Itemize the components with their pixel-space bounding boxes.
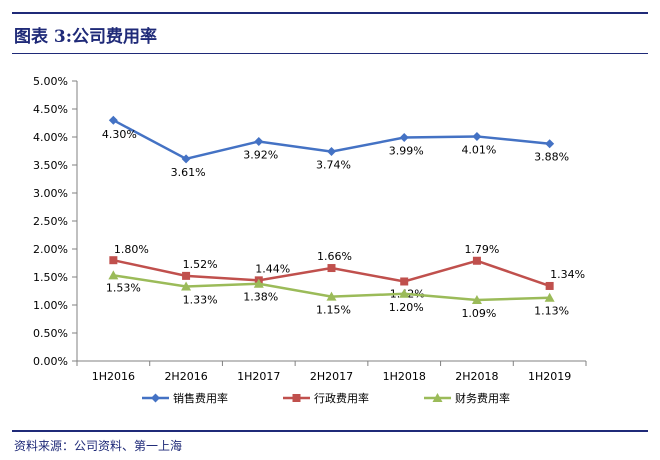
- source-note: 资料来源：公司资料、第一上海: [14, 439, 183, 453]
- data-point: [327, 147, 336, 157]
- data-label: 1.52%: [183, 258, 218, 271]
- data-point: [472, 256, 481, 265]
- data-label: 1.44%: [255, 262, 290, 275]
- data-point: [544, 292, 555, 302]
- bottom-rule: [12, 430, 648, 432]
- data-point: [181, 281, 192, 291]
- data-label: 3.99%: [389, 145, 424, 158]
- data-label: 1.09%: [461, 307, 496, 320]
- data-point: [400, 277, 409, 286]
- series-3: 1.53% 1.33% 1.38% 1.15% 1.20% 1.09% 1.13%: [106, 270, 569, 320]
- data-label: 1.79%: [464, 243, 499, 256]
- y-tick-label: 4.50%: [33, 103, 68, 116]
- y-tick-label: 3.00%: [33, 187, 68, 200]
- y-tick-label: 1.50%: [33, 271, 68, 284]
- data-point: [399, 133, 409, 143]
- data-label: 1.34%: [550, 268, 585, 281]
- legend-marker: [292, 394, 301, 402]
- y-tick-label: 0.00%: [33, 355, 68, 368]
- legend-label: 行政费用率: [314, 391, 369, 405]
- data-point: [181, 154, 191, 164]
- y-tick-label: 4.00%: [33, 131, 68, 144]
- data-point: [108, 115, 118, 125]
- y-tick-label: 0.50%: [33, 327, 68, 340]
- series-1: 4.30% 3.61% 3.92% 3.74% 3.99% 4.01% 3.88%: [102, 115, 569, 179]
- figure-title: 图表 3:公司费用率: [14, 27, 158, 47]
- data-label: 4.01%: [461, 143, 496, 156]
- legend-item-1: 销售费用率: [142, 391, 228, 405]
- top-rule: [12, 12, 648, 14]
- data-point: [399, 288, 410, 298]
- y-tick-label: 2.00%: [33, 243, 68, 256]
- legend-item-3: 财务费用率: [424, 391, 510, 405]
- data-point: [471, 294, 482, 304]
- legend-marker: [151, 393, 160, 403]
- chart-series: 4.30% 3.61% 3.92% 3.74% 3.99% 4.01% 3.88% 1.80%…: [102, 115, 585, 320]
- legend-marker: [432, 393, 443, 402]
- data-point: [472, 131, 482, 141]
- data-label: 3.92%: [243, 148, 278, 161]
- series-2: 1.80%1.52% 1.44%1.66%1.42%1.79%1.34%: [109, 243, 585, 300]
- data-label: 1.53%: [106, 281, 141, 294]
- data-label: 4.30%: [102, 128, 137, 141]
- legend-label: 销售费用率: [173, 391, 228, 405]
- chart-axes: 0.00% 0.50% 1.00% 1.50% 2.00% 2.50% 3.00% 3.50%…: [33, 75, 587, 383]
- data-label: 3.74%: [316, 159, 351, 172]
- y-tick-label: 1.00%: [33, 299, 68, 312]
- title-rule: [12, 53, 648, 54]
- data-label: 1.20%: [389, 301, 424, 314]
- x-tick-label: 1H2018: [383, 370, 426, 383]
- y-tick-label: 3.50%: [33, 159, 68, 172]
- data-point: [327, 264, 336, 273]
- data-point: [545, 281, 554, 290]
- data-point: [108, 270, 119, 280]
- data-point: [253, 278, 264, 288]
- data-label: 1.13%: [534, 305, 569, 318]
- x-tick-label: 2H2016: [164, 370, 207, 383]
- data-point: [109, 256, 118, 265]
- x-tick-label: 2H2018: [455, 370, 498, 383]
- x-tick-label: 1H2016: [92, 370, 135, 383]
- y-tick-label: 5.00%: [33, 75, 68, 88]
- legend-label: 财务费用率: [455, 391, 510, 405]
- chart-legend: 销售费用率 行政费用率 财务费用率: [142, 391, 510, 405]
- data-label: 1.33%: [183, 294, 218, 307]
- data-label: 1.15%: [316, 304, 351, 317]
- x-tick-label: 1H2019: [528, 370, 571, 383]
- y-tick-label: 2.50%: [33, 215, 68, 228]
- expense-ratio-chart: 0.00% 0.50% 1.00% 1.50% 2.00% 2.50% 3.00% 3.50%…: [33, 75, 587, 405]
- data-label: 3.88%: [534, 151, 569, 164]
- data-label: 1.66%: [317, 250, 352, 263]
- data-label: 3.61%: [171, 166, 206, 179]
- data-point: [545, 139, 555, 149]
- data-label: 1.80%: [114, 243, 149, 256]
- data-point: [182, 271, 191, 280]
- data-point: [326, 291, 337, 301]
- x-tick-label: 1H2017: [237, 370, 280, 383]
- data-point: [254, 136, 264, 146]
- legend-item-2: 行政费用率: [283, 391, 369, 405]
- data-label: 1.38%: [243, 291, 278, 304]
- x-tick-label: 2H2017: [310, 370, 353, 383]
